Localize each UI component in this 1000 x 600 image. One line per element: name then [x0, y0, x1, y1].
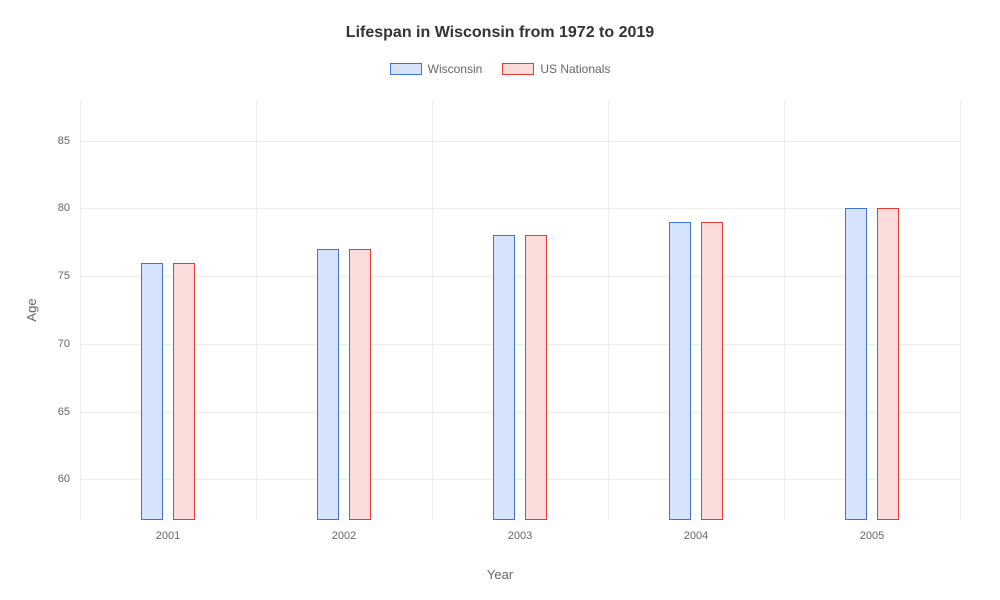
y-tick-label: 80 [40, 202, 80, 214]
x-tick-label: 2004 [666, 520, 726, 542]
gridline-v [960, 100, 961, 520]
gridline-v [256, 100, 257, 520]
bar-us-nationals [877, 208, 899, 520]
gridline-h [80, 141, 960, 142]
bar-wisconsin [493, 235, 515, 520]
x-tick-label: 2001 [138, 520, 198, 542]
y-tick-label: 60 [40, 473, 80, 485]
plot-area: 60657075808520012002200320042005 [80, 100, 960, 520]
y-tick-label: 75 [40, 270, 80, 282]
gridline-h [80, 412, 960, 413]
x-axis-label: Year [487, 567, 513, 582]
gridline-v [608, 100, 609, 520]
bar-wisconsin [669, 222, 691, 520]
legend-swatch-usnationals [502, 63, 534, 75]
legend-swatch-wisconsin [390, 63, 422, 75]
gridline-h [80, 208, 960, 209]
gridline-v [784, 100, 785, 520]
gridline-h [80, 344, 960, 345]
gridline-v [432, 100, 433, 520]
x-tick-label: 2002 [314, 520, 374, 542]
bar-us-nationals [173, 263, 195, 520]
gridline-v [80, 100, 81, 520]
chart-title: Lifespan in Wisconsin from 1972 to 2019 [0, 0, 1000, 42]
legend: Wisconsin US Nationals [0, 62, 1000, 76]
gridline-h [80, 276, 960, 277]
bar-wisconsin [141, 263, 163, 520]
bar-wisconsin [317, 249, 339, 520]
y-tick-label: 85 [40, 135, 80, 147]
y-tick-label: 65 [40, 406, 80, 418]
bar-us-nationals [349, 249, 371, 520]
y-axis-label: Age [24, 298, 39, 321]
legend-label-wisconsin: Wisconsin [428, 62, 483, 76]
y-tick-label: 70 [40, 338, 80, 350]
x-tick-label: 2003 [490, 520, 550, 542]
gridline-h [80, 479, 960, 480]
legend-item-wisconsin: Wisconsin [390, 62, 483, 76]
legend-item-usnationals: US Nationals [502, 62, 610, 76]
bar-us-nationals [701, 222, 723, 520]
legend-label-usnationals: US Nationals [540, 62, 610, 76]
bar-us-nationals [525, 235, 547, 520]
bar-wisconsin [845, 208, 867, 520]
x-tick-label: 2005 [842, 520, 902, 542]
